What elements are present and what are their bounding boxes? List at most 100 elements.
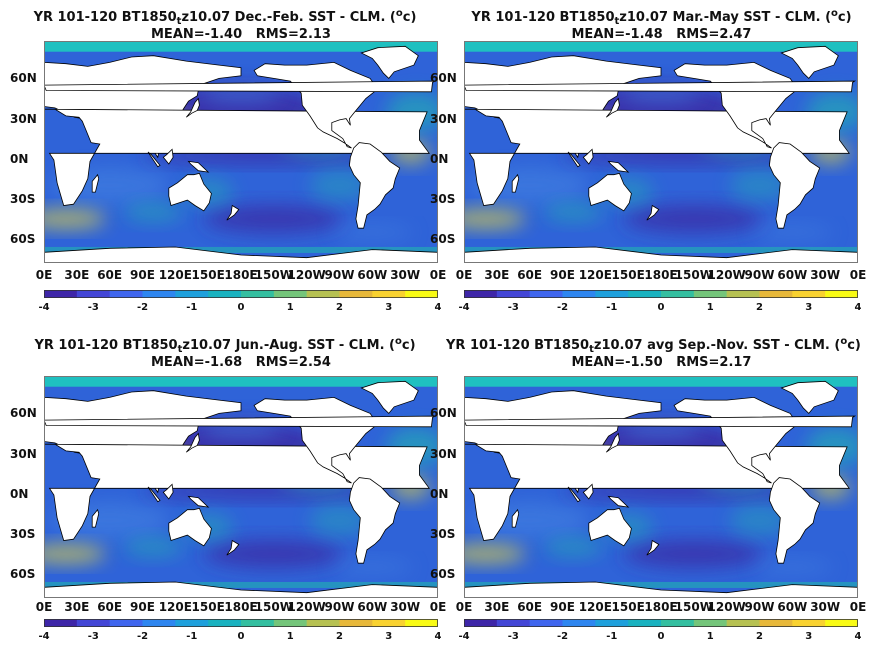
colorbar-segment [595, 619, 629, 627]
y-tick-label: 60N [10, 71, 37, 86]
colorbar-tick-label: -2 [556, 302, 569, 313]
colorbar-segment [661, 290, 695, 298]
colorbar-tick-label: 4 [854, 302, 862, 313]
land-greenland [360, 380, 419, 414]
y-tick-label: 0N [10, 151, 29, 166]
x-tick-label: 0E [849, 600, 867, 614]
land-nz [646, 204, 660, 221]
colorbar-tick-label: 0 [237, 631, 245, 642]
colorbar-segment [628, 290, 662, 298]
x-tick-label: 120E [158, 268, 192, 282]
colorbar-segment [825, 290, 858, 298]
land-newguinea [187, 160, 210, 173]
land-borneo [582, 148, 594, 165]
y-tick-label: 30N [10, 111, 37, 126]
colorbar-segment [241, 290, 275, 298]
colorbar-tick-label: 3 [385, 302, 393, 313]
y-tick-label: 30N [10, 446, 37, 461]
x-tick-label: 60W [357, 268, 388, 282]
y-tick-label: 30S [10, 191, 36, 206]
colorbar-segment [726, 290, 760, 298]
colorbar [464, 619, 858, 627]
y-tick-label: 0N [10, 486, 29, 501]
x-tick-label: 30E [64, 268, 90, 282]
colorbar-tick-label: 2 [336, 302, 343, 313]
colorbar-segment [109, 619, 143, 627]
x-tick-label: 60E [517, 600, 543, 614]
x-tick-label: 150W [254, 268, 293, 282]
x-tick-label: 90E [550, 600, 575, 614]
colorbar-segment [464, 290, 498, 298]
land-sumatra [567, 151, 581, 168]
x-tick-label: 90E [130, 600, 155, 614]
x-tick-label: 60E [517, 268, 543, 282]
colorbar-segment [405, 290, 438, 298]
x-tick-label: 150W [674, 268, 713, 282]
land-borneo [582, 483, 594, 500]
colorbar-tick-label: -3 [507, 631, 519, 642]
panel-stats: MEAN=-1.50 RMS=2.17 [571, 355, 752, 370]
y-tick-label: 0N [430, 151, 449, 166]
x-tick-label: 150E [611, 600, 645, 614]
panel-title: YR 101-120 BT1850tz10.07 Jun.-Aug. SST -… [34, 336, 416, 355]
panel-title: YR 101-120 BT1850tz10.07 Mar.-May SST - … [471, 8, 852, 27]
panel-stats: MEAN=-1.40 RMS=2.13 [151, 27, 331, 42]
land-samerica [348, 477, 401, 564]
colorbar-tick-label: -1 [606, 302, 618, 313]
land-samerica [768, 477, 821, 564]
colorbar [44, 290, 438, 298]
colorbar-tick-label: 3 [805, 631, 813, 642]
colorbar-segment [76, 619, 111, 627]
colorbar-tick-label: -1 [606, 631, 618, 642]
x-tick-label: 150E [191, 600, 225, 614]
colorbar [464, 290, 858, 298]
land-antarctica [464, 246, 858, 263]
land-japan [605, 432, 620, 453]
land-australia [168, 507, 212, 547]
y-tick-label: 30S [430, 191, 456, 206]
land-uk [44, 80, 437, 93]
colorbar-segment [792, 290, 826, 298]
colorbar-segment [76, 290, 111, 298]
land-greenland [360, 45, 419, 79]
x-tick-label: 30W [390, 268, 421, 282]
colorbar-segment [175, 290, 209, 298]
land-antarctica [44, 246, 438, 263]
colorbar-segment [109, 290, 143, 298]
land-newguinea [607, 495, 630, 508]
colorbar-segment [693, 619, 728, 627]
colorbar-segment [759, 290, 793, 298]
x-tick-labels: 0E 30E 60E 90E 120E 150E 180E 150W 120W 90W 60W 30W… [456, 600, 867, 616]
land-masses [464, 45, 858, 263]
colorbar-segment [562, 619, 596, 627]
x-tick-label: 90W [324, 268, 355, 282]
colorbar-segment [496, 619, 531, 627]
land-japan [605, 97, 620, 118]
x-tick-label: 120W [287, 268, 326, 282]
panel-stats: MEAN=-1.68 RMS=2.54 [151, 355, 331, 370]
colorbar-tick-label: 1 [706, 302, 714, 313]
colorbar-segment [464, 619, 498, 627]
x-tick-label: 90E [130, 268, 155, 282]
x-tick-label: 120W [287, 600, 326, 614]
colorbar-segment [273, 290, 308, 298]
x-tick-label: 0E [35, 600, 53, 614]
y-tick-label: 60S [430, 566, 456, 581]
colorbar-tick-label: -2 [136, 302, 149, 313]
map-mam [464, 41, 858, 263]
colorbar-tick-label: 0 [657, 302, 665, 313]
colorbar-segment [529, 290, 563, 298]
land-newguinea [187, 495, 210, 508]
panel-title: YR 101-120 BT1850tz10.07 avg Sep.-Nov. S… [446, 336, 861, 355]
land-sumatra [147, 151, 161, 168]
arctic-band [464, 41, 858, 52]
land-greenland [780, 380, 839, 414]
colorbar-segment [142, 290, 176, 298]
x-tick-label: 180E [644, 600, 678, 614]
land-japan [185, 97, 200, 118]
arctic-band [464, 376, 858, 387]
arctic-band [44, 376, 438, 387]
x-tick-label: 150E [191, 268, 225, 282]
colorbar-segment [208, 290, 242, 298]
land-madagascar [91, 173, 100, 193]
